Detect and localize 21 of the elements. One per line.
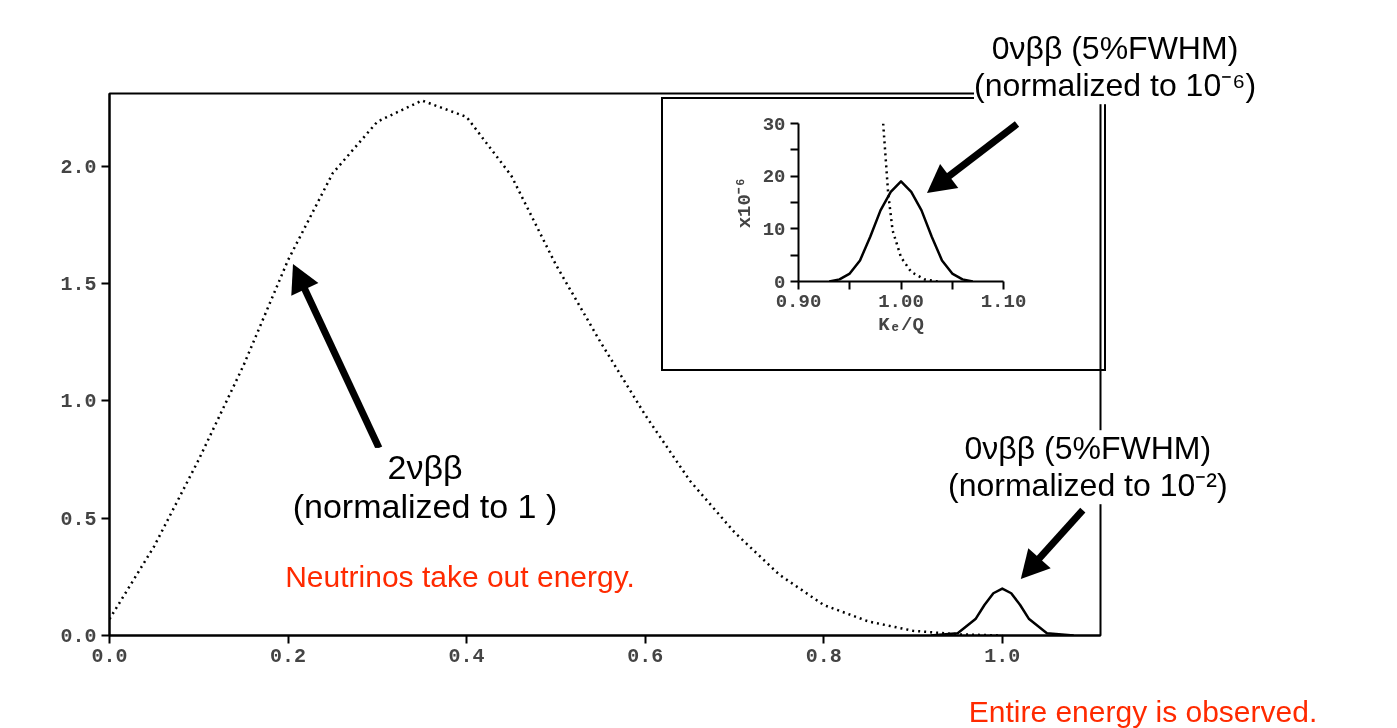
- y-tick-label: 2.0: [60, 155, 97, 179]
- y-axis-title: x10⁻⁶: [733, 176, 756, 229]
- y-tick-label: 20: [762, 166, 786, 189]
- y-tick-label: 10: [762, 218, 786, 241]
- annotation: 0νββ (5%FWHM) (normalized to 10⁻⁶): [973, 30, 1257, 104]
- x-tick-label: 0.8: [805, 644, 842, 668]
- y-tick-label: 1.0: [60, 390, 97, 414]
- x-tick-label: 1.0: [984, 644, 1021, 668]
- x-tick-label: 1.10: [980, 290, 1027, 313]
- x-tick-label: 0.6: [627, 644, 664, 668]
- text: Entire energy is observed.: [968, 694, 1318, 728]
- x-axis-title: Kₑ/Q: [878, 313, 924, 336]
- y-tick-label: 30: [762, 113, 786, 136]
- annotation: Neutrinos take out energy.: [285, 559, 635, 595]
- x-tick-label: 0.4: [448, 644, 485, 668]
- x-tick-label: 1.00: [878, 290, 924, 313]
- x-tick-label: 0.2: [270, 644, 307, 668]
- annotation: 0νββ (5%FWHM) (normalized to 10⁻²): [948, 430, 1228, 504]
- y-tick-label: 1.5: [60, 273, 97, 297]
- y-tick-label: 0.5: [60, 507, 97, 531]
- annotation: 2νββ (normalized to 1 ): [292, 447, 558, 527]
